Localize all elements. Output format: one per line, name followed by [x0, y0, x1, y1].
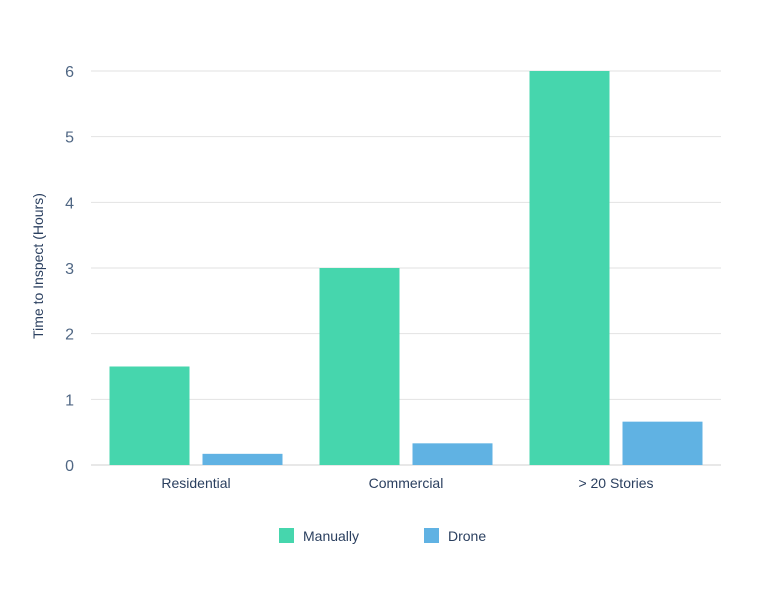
legend-swatch [424, 528, 439, 543]
y-axis-title: Time to Inspect (Hours) [30, 193, 46, 339]
y-tick-label: 0 [65, 458, 74, 475]
bar-manually-2 [529, 71, 610, 465]
bar-manually-1 [319, 268, 400, 465]
x-tick-label: Commercial [369, 475, 444, 491]
y-tick-label: 6 [65, 64, 74, 81]
bars [109, 71, 703, 465]
y-tick-label: 1 [65, 392, 74, 409]
legend-item-drone[interactable]: Drone [424, 528, 486, 544]
y-tick-label: 5 [65, 130, 74, 147]
legend-label: Drone [448, 528, 486, 544]
legend: Manually Drone [279, 528, 486, 544]
bar-manually-0 [109, 366, 190, 465]
y-tick-label: 3 [65, 261, 74, 278]
y-axis-ticks: 0 1 2 3 4 5 6 [65, 64, 74, 475]
bar-drone-1 [412, 443, 493, 465]
grid-lines [91, 70, 721, 466]
y-tick-label: 4 [65, 195, 74, 212]
bar-drone-2 [622, 421, 703, 465]
bar-drone-0 [202, 453, 283, 465]
x-tick-label: > 20 Stories [578, 475, 653, 491]
legend-item-manually[interactable]: Manually [279, 528, 359, 544]
legend-label: Manually [303, 528, 359, 544]
x-axis-ticks: Residential Commercial > 20 Stories [161, 475, 653, 491]
y-tick-label: 2 [65, 327, 74, 344]
legend-swatch [279, 528, 294, 543]
x-tick-label: Residential [161, 475, 230, 491]
